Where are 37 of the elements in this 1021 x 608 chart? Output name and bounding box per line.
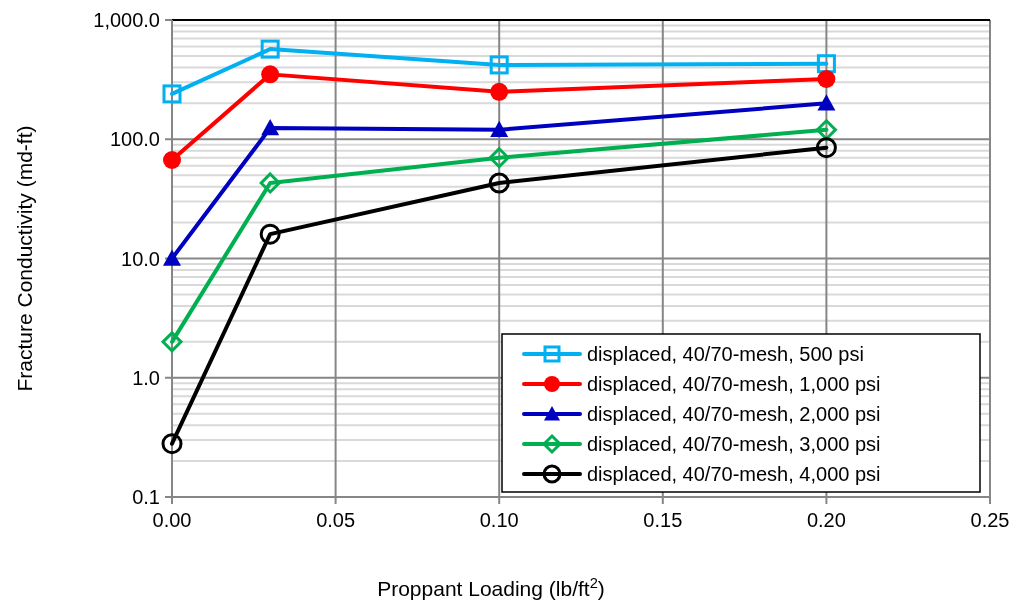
point [162,84,182,104]
y-tick-label: 100.0 [109,128,160,151]
x-tick-label: 0.25 [970,509,1010,531]
point [261,119,280,136]
point [816,54,836,74]
x-tick-label: 0.10 [479,509,519,531]
legend-label: displaced, 40/70-mesh, 2,000 psi [587,403,881,425]
point [817,70,836,89]
point [817,94,836,111]
y-tick-label: 1,000.0 [93,9,160,31]
point [815,137,837,159]
point [260,39,280,59]
x-tick-label: 0.00 [152,509,192,531]
x-axis-title: Proppant Loading (lb/ft$^{2}$) [377,575,605,600]
point [163,249,181,266]
point [490,120,509,138]
point [161,331,183,353]
point [161,433,183,455]
x-tick-label: 0.15 [643,509,683,531]
x-tick-label: 0.20 [806,509,846,531]
y-axis-title: Fracture Conductivity (md-ft) [13,125,36,392]
point [163,150,181,169]
legend-label: displaced, 40/70-mesh, 4,000 psi [587,463,881,485]
y-tick-label: 0.1 [132,486,160,508]
point [259,223,281,245]
legend-label: displaced, 40/70-mesh, 500 psi [587,343,864,365]
point [488,172,510,194]
point [261,65,280,84]
point [489,55,509,75]
y-tick-label: 1.0 [132,366,160,389]
x-tick-label: 0.05 [316,509,356,531]
y-tick-label: 10.0 [121,247,160,270]
point [490,82,509,101]
legend-label: displaced, 40/70-mesh, 1,000 psi [587,373,881,395]
point [488,147,510,169]
point [259,172,281,194]
legend-label: displaced, 40/70-mesh, 3,000 psi [587,433,881,455]
